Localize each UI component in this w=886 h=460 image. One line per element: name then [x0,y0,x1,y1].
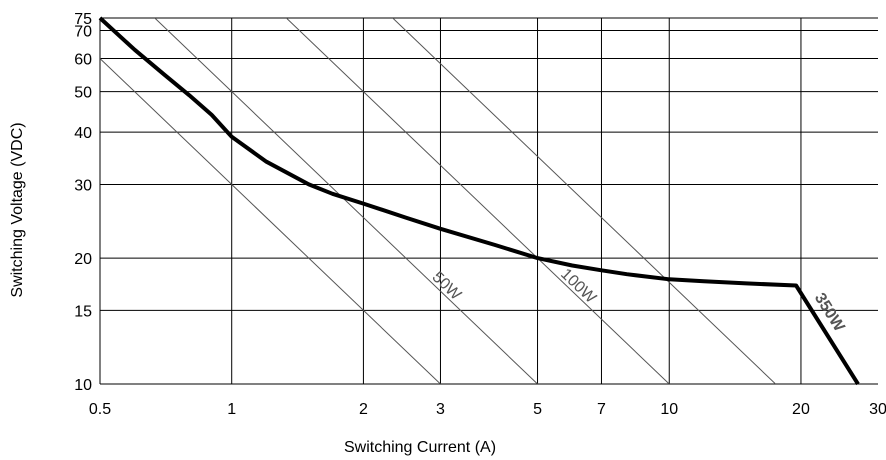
power-line-labels: 50W 100W [429,266,600,308]
annotations: 350W [811,290,848,335]
y-tick-label: 20 [74,251,92,268]
power-lines [100,18,776,384]
y-tick-label: 15 [74,303,92,320]
x-tick-label: 20 [792,401,810,418]
y-tick-label: 10 [74,377,92,394]
y-tick-label: 40 [74,125,92,142]
x-tick-label: 3 [436,401,445,418]
y-axis-label: Switching Voltage (VDC) [9,122,26,297]
x-tick-label: 10 [660,401,678,418]
y-tick-label: 60 [74,52,92,69]
power-line-label: 100W [557,266,600,308]
power-line-30w [100,57,441,384]
x-tick-label: 7 [597,401,606,418]
y-tick-label: 75 [74,11,92,28]
power-line-100w [285,18,670,384]
x-tick-label: 5 [533,401,542,418]
power-line-50w [154,18,538,384]
y-tick-label: 30 [74,177,92,194]
y-tick-label: 70 [74,24,92,41]
power-line-label: 50W [429,269,465,305]
y-tick-label: 50 [74,85,92,102]
x-tick-label: 2 [359,401,368,418]
x-tick-label: 30 [869,401,886,418]
x-tick-label: 0.5 [89,401,111,418]
x-axis-label: Switching Current (A) [344,439,496,456]
x-tick-label: 1 [227,401,236,418]
data-series [98,16,860,386]
switching-limit-curve [98,16,860,386]
series-annotation: 350W [811,290,848,335]
x-tick-labels: 0.5 1 2 3 5 7 10 20 30 [89,401,886,418]
grid [99,17,878,385]
power-line-175w [392,18,776,384]
